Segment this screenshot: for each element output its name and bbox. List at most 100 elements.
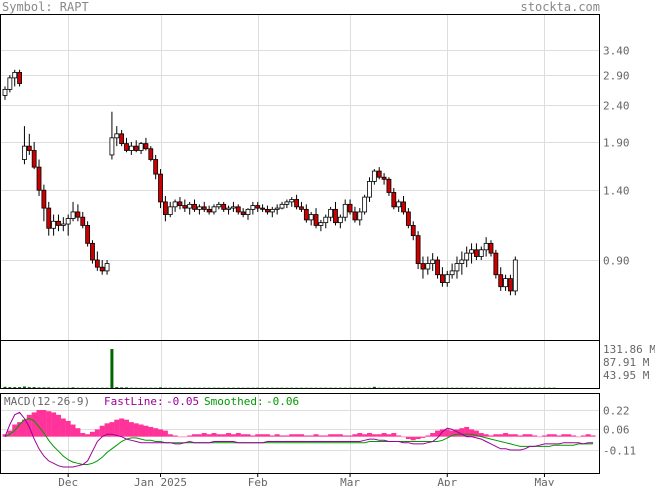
volume-bar: [402, 387, 406, 389]
volume-bar: [120, 387, 124, 388]
macd-histogram-bar: [245, 434, 251, 437]
candle-body: [420, 263, 426, 270]
candle-body: [12, 72, 18, 79]
macd-histogram-bar: [80, 433, 86, 437]
macd-title: MACD(12-26-9): [4, 395, 90, 408]
volume-bar: [295, 387, 299, 389]
macd-histogram-bar: [119, 418, 125, 437]
macd-histogram-bar: [255, 434, 261, 437]
macd-histogram-bar: [75, 428, 81, 437]
candle-body: [143, 143, 149, 150]
volume-panel: [0, 340, 600, 389]
volume-bar: [299, 387, 303, 389]
volume-bar: [27, 387, 31, 388]
candle: [508, 274, 513, 296]
volume-bar: [56, 387, 60, 389]
candle: [313, 208, 319, 229]
candle: [386, 177, 392, 196]
candle-body: [172, 201, 178, 208]
volume-bar: [188, 387, 192, 389]
macd-histogram-bar: [298, 434, 304, 437]
candle: [289, 197, 295, 207]
macd-histogram-bar: [128, 422, 134, 437]
candle: [405, 208, 411, 229]
macd-histogram-bar: [85, 434, 91, 437]
volume-bar: [8, 387, 12, 388]
volume-bar: [178, 387, 182, 389]
candle: [85, 221, 91, 247]
macd-histogram-bar: [143, 425, 149, 437]
candle-body: [51, 220, 56, 229]
volume-bar: [3, 386, 7, 388]
candle: [435, 256, 440, 279]
volume-bar: [421, 387, 425, 389]
macd-histogram-bar: [284, 435, 290, 437]
macd-histogram-bar: [46, 411, 52, 437]
candle: [474, 243, 479, 260]
volume-bar: [538, 387, 542, 389]
macd-histogram-bar: [167, 434, 173, 437]
candle-body: [221, 203, 227, 210]
candle: [308, 211, 314, 226]
candle: [279, 201, 285, 210]
macd-histogram-bar: [221, 434, 227, 437]
volume-bar: [358, 387, 362, 389]
candle: [352, 206, 358, 223]
candle-body: [508, 278, 513, 292]
macd-histogram-bar: [420, 436, 426, 438]
candle: [357, 208, 363, 226]
candle-body: [104, 263, 110, 272]
candle-body: [177, 201, 183, 206]
candle: [104, 260, 110, 275]
volume-bar: [431, 387, 435, 389]
candle: [80, 211, 86, 229]
macd-tick-label: -0.11: [603, 445, 636, 458]
volume-bar: [125, 387, 128, 388]
volume-bar: [18, 387, 22, 388]
candle-body: [371, 170, 377, 182]
macd-histogram-bar: [498, 434, 504, 437]
macd-histogram-bar: [337, 434, 343, 437]
candle: [51, 214, 56, 236]
macd-histogram-bar: [444, 429, 450, 437]
candle: [196, 204, 202, 215]
candle: [255, 201, 261, 212]
macd-histogram-bar: [556, 435, 562, 437]
volume-bar: [440, 387, 444, 389]
volume-bar: [508, 387, 512, 389]
macd-histogram-bar: [410, 436, 416, 441]
macd-smoothed-line: [4, 417, 594, 465]
site-label[interactable]: stockta.com: [520, 0, 600, 14]
candle: [376, 167, 382, 180]
macd-histogram-bar: [522, 434, 528, 437]
macd-histogram-bar: [532, 435, 538, 437]
candle-body: [109, 137, 115, 156]
candle-body: [158, 173, 163, 203]
candle: [425, 256, 431, 275]
volume-bar: [368, 387, 371, 389]
candle-body: [493, 252, 499, 276]
candle-body: [36, 166, 42, 191]
candle: [143, 137, 149, 151]
volume-bar: [372, 386, 376, 388]
macd-histogram-bar: [425, 435, 431, 437]
candle: [454, 256, 460, 279]
candle: [177, 197, 183, 210]
candle-body: [318, 222, 324, 226]
macd-lines: [4, 411, 594, 468]
volume-bar: [193, 387, 197, 389]
candle: [367, 177, 372, 202]
volume-bar: [100, 387, 104, 389]
macd-histogram-bar: [60, 418, 66, 437]
price-tick-label: 1.40: [603, 185, 630, 198]
volume-bar: [397, 387, 401, 389]
macd-histogram-bar: [182, 436, 188, 438]
volume-bar: [479, 387, 483, 389]
x-tick-label: May: [535, 476, 555, 486]
volume-bar: [37, 387, 41, 388]
candle-body: [381, 176, 387, 180]
candle: [41, 184, 47, 222]
candle-body: [265, 208, 270, 213]
price-tick-label: 3.40: [603, 45, 630, 58]
